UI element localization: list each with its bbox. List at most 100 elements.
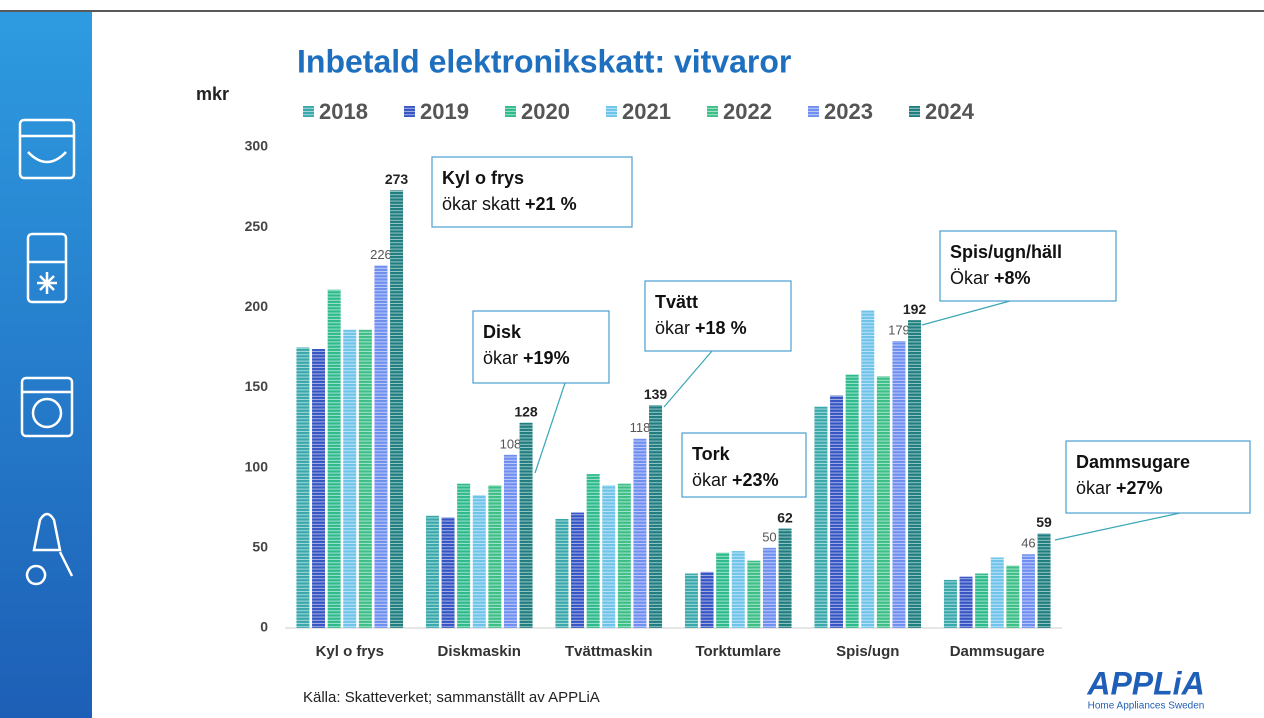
legend-swatch [909, 106, 920, 117]
sidebar-icons [18, 118, 76, 586]
annotation-segment: ökar [1076, 478, 1116, 498]
legend-label: 2022 [723, 99, 772, 124]
annotation-segment: Tvätt [655, 292, 698, 312]
bar [684, 573, 698, 628]
annotation-segment: ökar skatt [442, 194, 525, 214]
bar [975, 573, 989, 628]
annotation-text: Disk [483, 322, 522, 342]
data-label: 192 [903, 301, 927, 317]
annotation-text: ökar +18 % [655, 318, 747, 338]
annotation-text: ökar +19% [483, 348, 570, 368]
y-tick-label: 150 [245, 378, 269, 394]
bar [762, 547, 776, 628]
legend-label: 2018 [319, 99, 368, 124]
data-label: 139 [644, 386, 668, 402]
x-tick-label: Diskmaskin [438, 643, 521, 660]
sidebar [0, 12, 92, 718]
legend-label: 2024 [925, 99, 975, 124]
bar [716, 552, 730, 628]
x-tick-label: Spis/ugn [836, 643, 899, 660]
bar [908, 320, 922, 628]
annotation-text: ökar skatt +21 % [442, 194, 577, 214]
annotation-text: Tork [692, 444, 731, 464]
bar [1006, 565, 1020, 628]
annotation-leader [1054, 512, 1181, 541]
annotation-text: ökar +23% [692, 470, 779, 490]
bar [943, 579, 957, 628]
data-label: 118 [630, 420, 651, 435]
bar [519, 422, 533, 628]
x-tick-label: Torktumlare [695, 643, 781, 660]
logo-tagline: Home Appliances Sweden [1088, 701, 1205, 712]
annotation-segment: +23% [732, 470, 779, 490]
source-note: Källa: Skatteverket; sammanställt av APP… [303, 689, 600, 706]
bar [441, 517, 455, 628]
annotation-box [644, 280, 792, 352]
x-tick-label: Tvättmaskin [565, 643, 653, 660]
annotation-segment: ökar [692, 470, 732, 490]
data-label: 128 [514, 403, 538, 419]
annotation-text: Dammsugare [1076, 452, 1190, 472]
annotation-leader [921, 300, 1011, 326]
chart-title: Inbetald elektronikskatt: vitvaror [297, 43, 791, 79]
annotation-segment: +21 % [525, 194, 577, 214]
bar [700, 571, 714, 628]
annotation-segment: +8% [994, 268, 1031, 288]
bar [617, 483, 631, 628]
data-label: 108 [500, 436, 522, 451]
bar [861, 310, 875, 628]
legend-label: 2020 [521, 99, 570, 124]
annotation-segment: Ökar [950, 268, 994, 288]
y-tick-label: 300 [245, 138, 269, 154]
bar [845, 374, 859, 628]
legend-swatch [505, 106, 516, 117]
bar [1037, 533, 1051, 628]
annotation-segment: Spis/ugn/häll [950, 242, 1062, 262]
annotation-segment: Disk [483, 322, 522, 342]
bar [959, 576, 973, 628]
annotation-text: Spis/ugn/häll [950, 242, 1062, 262]
data-label: 59 [1036, 514, 1052, 530]
y-axis-label: mkr [196, 84, 229, 104]
data-label: 50 [762, 529, 776, 544]
legend-swatch [707, 106, 718, 117]
data-label: 179 [888, 322, 910, 337]
legend-label: 2019 [420, 99, 469, 124]
logo-name: APPLiA [1086, 665, 1204, 701]
bar [312, 349, 326, 628]
bar [296, 347, 310, 628]
legend-swatch [808, 106, 819, 117]
annotation-text: Ökar +8% [950, 268, 1031, 288]
data-label: 62 [777, 509, 793, 525]
y-tick-label: 250 [245, 218, 269, 234]
bar [358, 329, 372, 628]
bar [472, 494, 486, 628]
y-tick-label: 0 [260, 619, 268, 635]
bar [343, 329, 357, 628]
bar [602, 485, 616, 628]
y-tick-label: 100 [245, 458, 269, 474]
x-tick-label: Dammsugare [950, 643, 1045, 660]
bar [571, 512, 585, 628]
data-label: 226 [370, 247, 392, 262]
legend-swatch [404, 106, 415, 117]
annotation-text: ökar +27% [1076, 478, 1163, 498]
annotation-leader [663, 350, 713, 408]
vacuum-icon [25, 512, 74, 586]
y-tick-label: 50 [252, 539, 268, 555]
annotation-box [431, 156, 633, 228]
bar [892, 341, 906, 628]
bar [747, 560, 761, 628]
annotation-text: Kyl o frys [442, 168, 524, 188]
annotation-box [1065, 440, 1251, 514]
bar [633, 438, 647, 628]
bar [374, 265, 388, 628]
annotation-segment: ökar [483, 348, 523, 368]
bar [555, 518, 569, 628]
annotation-box [939, 230, 1117, 302]
annotation-segment: ökar [655, 318, 695, 338]
washer-icon [20, 376, 74, 438]
bar [488, 485, 502, 628]
